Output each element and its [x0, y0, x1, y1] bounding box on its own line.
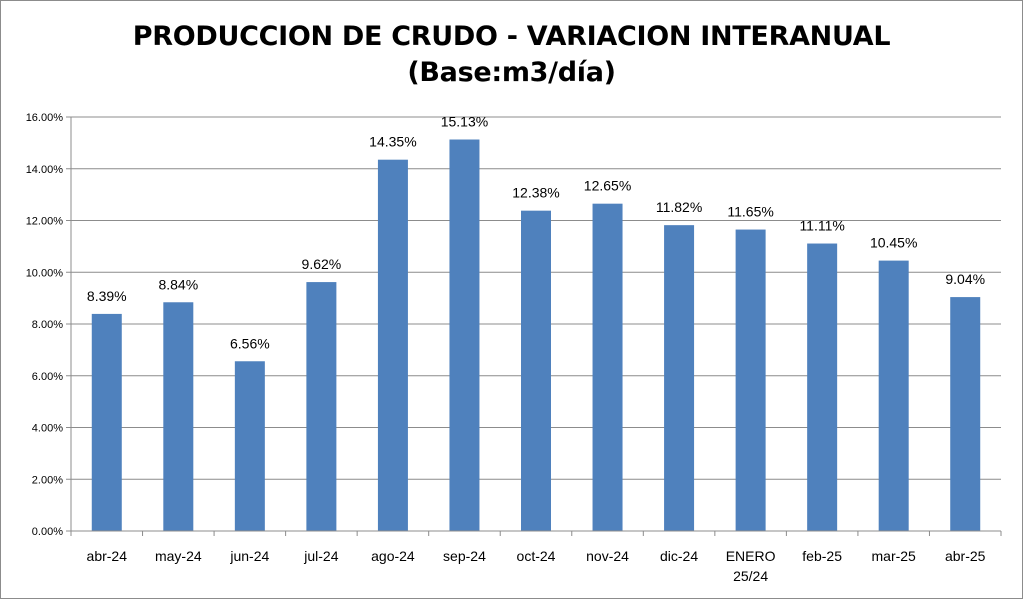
data-label: 15.13%	[441, 114, 488, 130]
bar	[163, 302, 194, 531]
data-label: 11.11%	[799, 218, 844, 234]
x-tick-label: ENERO 25/24	[726, 548, 776, 584]
y-tick-label: 0.00%	[32, 526, 63, 538]
bar	[377, 159, 408, 531]
data-label: 10.45%	[870, 235, 917, 251]
bar	[735, 229, 766, 531]
x-tick-label: dic-24	[660, 548, 698, 564]
data-label: 9.62%	[302, 256, 342, 272]
y-tick-label: 8.00%	[32, 319, 63, 331]
bar	[91, 313, 122, 531]
x-tick-label: sep-24	[443, 548, 486, 564]
data-label: 8.39%	[87, 288, 127, 304]
data-label: 6.56%	[230, 335, 270, 351]
x-tick-label: feb-25	[802, 548, 842, 564]
chart-title-line1: PRODUCCION DE CRUDO - VARIACION INTERANU…	[132, 21, 891, 52]
bar	[950, 297, 981, 531]
bar	[878, 260, 909, 531]
bar	[592, 203, 623, 531]
bar	[449, 139, 480, 532]
chart-title: PRODUCCION DE CRUDO - VARIACION INTERANU…	[1, 19, 1022, 91]
y-tick-label: 12.00%	[26, 216, 64, 228]
bar	[234, 361, 265, 531]
x-tick-label: mar-25	[872, 548, 917, 564]
chart-title-line2: (Base:m3/día)	[407, 57, 616, 88]
data-label: 14.35%	[369, 134, 416, 150]
data-label: 12.38%	[512, 185, 559, 201]
y-tick-label: 16.00%	[26, 112, 64, 124]
x-tick-label: jun-24	[229, 548, 269, 564]
y-tick-label: 10.00%	[26, 267, 64, 279]
bar	[306, 282, 337, 531]
data-label: 11.82%	[656, 199, 702, 215]
x-tick-label: ago-24	[371, 548, 415, 564]
y-tick-label: 14.00%	[26, 164, 64, 176]
bar	[521, 210, 551, 532]
y-tick-label: 4.00%	[32, 423, 63, 435]
y-tick-label: 2.00%	[32, 474, 63, 486]
bar	[664, 225, 695, 531]
x-tick-label: nov-24	[586, 548, 629, 564]
data-label: 8.84%	[158, 276, 198, 292]
x-tick-label: may-24	[155, 548, 202, 564]
x-tick-label: oct-24	[517, 548, 556, 564]
y-tick-label: 6.00%	[32, 371, 63, 383]
bar	[807, 243, 838, 531]
x-tick-label: jul-24	[303, 548, 338, 564]
data-label: 9.04%	[945, 271, 985, 287]
data-label: 12.65%	[584, 178, 631, 194]
data-label: 11.65%	[727, 204, 773, 220]
x-tick-label: abr-24	[87, 548, 128, 564]
x-tick-label: abr-25	[945, 548, 986, 564]
